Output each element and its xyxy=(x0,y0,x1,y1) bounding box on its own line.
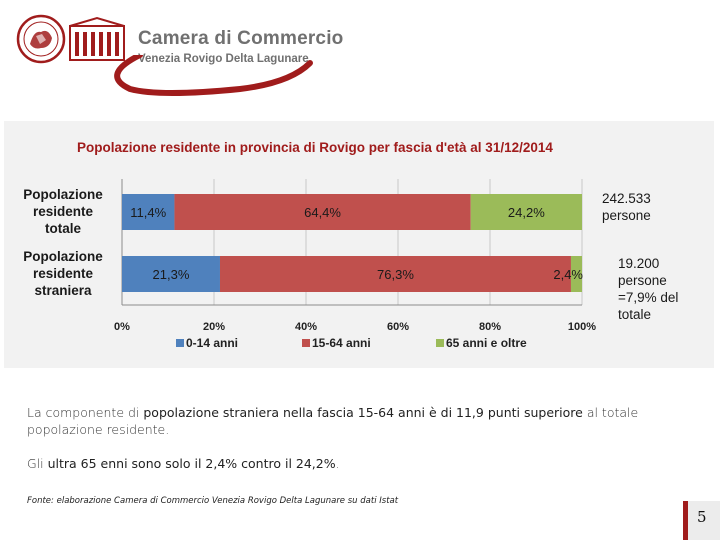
legend-label: 65 anni e oltre xyxy=(446,336,527,350)
chart-title: Popolazione residente in provincia di Ro… xyxy=(77,140,553,155)
annotation-text: =7,9% del xyxy=(618,290,678,305)
annotation-text: 242.533 xyxy=(602,191,651,206)
page-number-box xyxy=(688,501,720,540)
chart-legend: 0-14 anni 15-64 anni 65 anni e oltre xyxy=(176,336,527,350)
data-label: 2,4% xyxy=(553,267,583,282)
x-tick-label: 0% xyxy=(114,321,130,333)
bar-segment xyxy=(174,194,471,230)
category-label: residente xyxy=(33,204,94,219)
x-tick-label: 80% xyxy=(479,321,501,333)
category-label: Popolazione xyxy=(23,187,103,202)
category-label: totale xyxy=(45,221,81,236)
bar-segment xyxy=(219,256,571,292)
commentary-paragraph-1: La componente di popolazione straniera n… xyxy=(27,404,667,438)
page-number: 5 xyxy=(697,508,707,526)
building-logo xyxy=(69,16,125,61)
commentary-text: al totale popolazione residente. xyxy=(27,405,639,437)
brand-swoosh xyxy=(114,55,313,96)
annotation-text: 19.200 xyxy=(618,256,659,271)
data-label: 24,2% xyxy=(508,205,545,220)
commentary-highlight: ultra 65 enni sono solo il 2,4% contro i… xyxy=(47,456,336,471)
bar-segment xyxy=(470,194,582,230)
data-label: 64,4% xyxy=(304,205,341,220)
data-label: 21,3% xyxy=(153,267,190,282)
bar-segment xyxy=(122,194,175,230)
x-tick-label: 100% xyxy=(568,321,596,333)
annotation-text: persone xyxy=(602,208,651,223)
commentary-text: La componente di xyxy=(27,405,144,420)
legend-swatch xyxy=(302,339,310,347)
chart-bars: 11,4% 64,4% 24,2% 21,3% 76,3% 2,4% xyxy=(122,194,583,292)
category-label: residente xyxy=(33,266,94,281)
bar-annotations: 242.533 persone 19.200 persone =7,9% del tota… xyxy=(602,191,678,322)
legend-label: 15-64 anni xyxy=(312,336,371,350)
legend-swatch xyxy=(436,339,444,347)
bar-segment xyxy=(570,256,582,292)
bar-segment xyxy=(122,256,220,292)
commentary-text: . xyxy=(335,456,340,471)
category-label: Popolazione xyxy=(23,249,103,264)
brand-text: Camera di Commercio Venezia Rovigo Delta… xyxy=(138,28,343,65)
category-labels: Popolazione residente totale Popolazione res… xyxy=(23,187,103,298)
brand-name: Camera di Commercio xyxy=(138,28,344,49)
source-note: Fonte: elaborazione Camera di Commercio … xyxy=(27,496,399,506)
category-label: straniera xyxy=(34,283,92,298)
seal-logo xyxy=(16,14,66,64)
data-label: 11,4% xyxy=(130,205,166,220)
brand-subtitle: Venezia Rovigo Delta Lagunare xyxy=(138,53,309,65)
x-tick-labels: 0% 20% 40% 60% 80% 100% xyxy=(114,321,596,333)
commentary-text: Gli xyxy=(27,456,48,471)
corner-accent xyxy=(683,501,688,540)
commentary: La componente di popolazione straniera n… xyxy=(27,404,667,489)
annotation-text: totale xyxy=(618,307,651,322)
annotation-text: persone xyxy=(618,273,667,288)
x-tick-label: 60% xyxy=(387,321,409,333)
legend-swatch xyxy=(176,339,184,347)
commentary-paragraph-2: Gli ultra 65 enni sono solo il 2,4% cont… xyxy=(27,455,667,472)
x-tick-label: 40% xyxy=(295,321,317,333)
data-label: 76,3% xyxy=(377,267,414,282)
commentary-highlight: popolazione straniera nella fascia 15-64… xyxy=(143,405,583,420)
stacked-bar-chart: Popolazione residente in provincia di Ro… xyxy=(23,140,678,350)
x-tick-label: 20% xyxy=(203,321,225,333)
legend-label: 0-14 anni xyxy=(186,336,238,350)
